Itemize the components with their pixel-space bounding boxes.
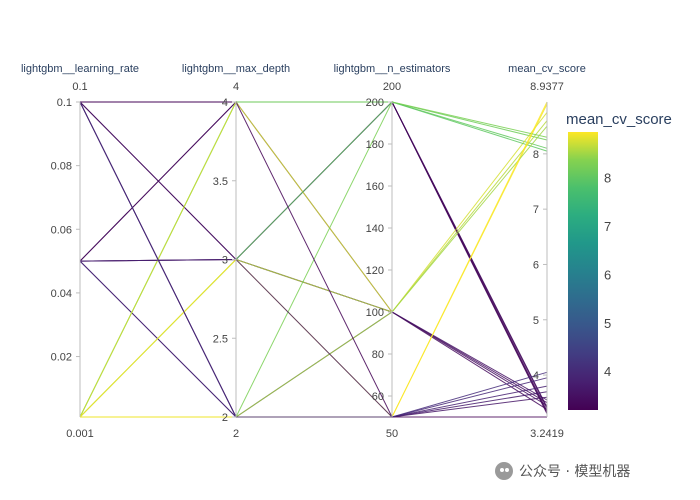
axis-3-tick-label-0: 4 [533, 370, 539, 382]
data-line-22 [79, 258, 548, 418]
colorbar-tick-label-0: 4 [604, 364, 611, 379]
axis-2-tick-label-6: 180 [366, 139, 384, 151]
axis-0-tick-label-2: 0.06 [51, 224, 72, 236]
axis-3-tick-label-1: 5 [533, 315, 539, 327]
data-line-2 [79, 101, 548, 409]
axis-2-tick-label-1: 80 [372, 349, 384, 361]
wechat-logo-icon [495, 462, 513, 480]
watermark-text: 公众号 · 模型机器 [519, 464, 631, 480]
data-line-11 [79, 260, 548, 418]
axis-2-tick-label-4: 140 [366, 223, 384, 235]
watermark: 公众号 · 模型机器 [495, 460, 695, 482]
axis-1-tick-label-1: 2.5 [213, 333, 228, 345]
colorbar-tick-label-2: 6 [604, 267, 611, 282]
axis-max-label-1: 4 [233, 81, 239, 93]
axis-min-label-0: 0.001 [66, 428, 94, 440]
axis-2-tick-label-5: 160 [366, 181, 384, 193]
axis-min-label-3: 3.2419 [530, 428, 564, 440]
data-line-23 [79, 101, 548, 418]
data-line-9 [79, 258, 548, 401]
axis-min-label-2: 50 [386, 428, 398, 440]
axis-2-tick-label-7: 200 [366, 97, 384, 109]
axis-3-tick-label-2: 6 [533, 259, 539, 271]
axis-title-1: lightgbm__max_depth [182, 63, 290, 75]
axis-3-tick-label-3: 7 [533, 204, 539, 216]
axis-1-tick-label-0: 2 [222, 412, 228, 424]
axis-1-tick-label-3: 3.5 [213, 176, 228, 188]
axis-0-tick-label-4: 0.1 [57, 97, 72, 109]
axis-1-tick-label-4: 4 [222, 97, 228, 109]
axis-2-tick-label-3: 120 [366, 265, 384, 277]
colorbar-title: mean_cv_score [566, 111, 672, 128]
data-line-10 [79, 260, 548, 418]
axis-0-tick-label-3: 0.08 [51, 161, 72, 173]
axis-0-tick-label-1: 0.04 [51, 288, 72, 300]
data-line-21 [80, 101, 547, 418]
colorbar-tick-label-3: 7 [604, 219, 611, 234]
colorbar [568, 132, 598, 410]
colorbar-tick-label-4: 8 [604, 170, 611, 185]
axis-max-label-0: 0.1 [72, 81, 87, 93]
colorbar-tick-label-1: 5 [604, 316, 611, 331]
axis-2-tick-label-2: 100 [366, 307, 384, 319]
axis-title-0: lightgbm__learning_rate [21, 63, 139, 75]
axis-0-tick-label-0: 0.02 [51, 352, 72, 364]
data-line-6 [79, 101, 548, 413]
axis-3-tick-label-4: 8 [533, 149, 539, 161]
axis-2-tick-label-0: 60 [372, 391, 384, 403]
axis-1-tick-label-2: 3 [222, 255, 228, 267]
axis-title-3: mean_cv_score [508, 63, 586, 75]
axis-title-2: lightgbm__n_estimators [334, 63, 451, 75]
axis-max-label-2: 200 [383, 81, 401, 93]
axis-max-label-3: 8.9377 [530, 81, 564, 93]
axis-min-label-1: 2 [233, 428, 239, 440]
